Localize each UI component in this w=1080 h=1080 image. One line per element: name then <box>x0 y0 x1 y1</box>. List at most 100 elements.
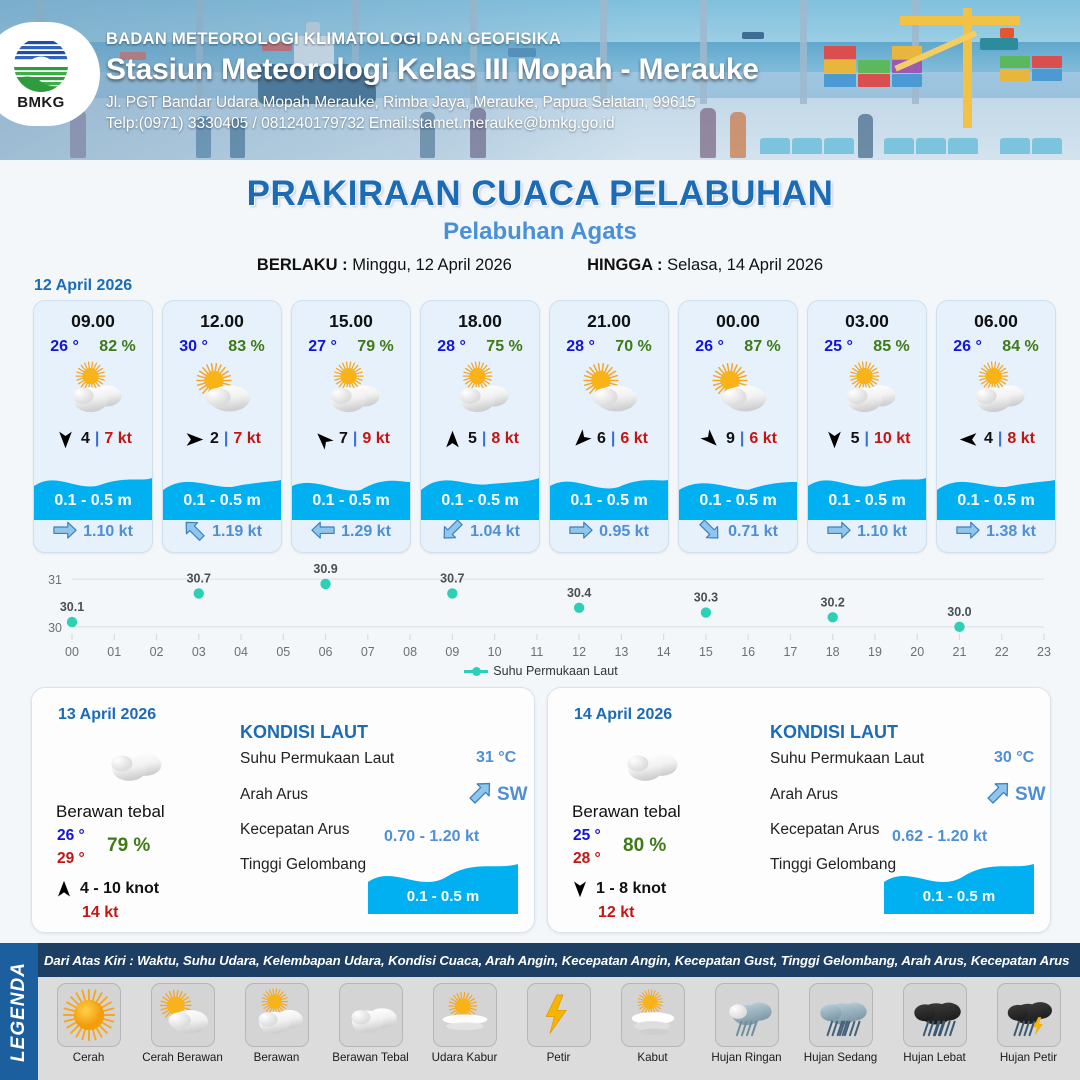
berawan-tebal-icon <box>610 730 688 797</box>
hujan-ringan-icon <box>714 983 779 1047</box>
card-wind-speed: 5 <box>850 430 860 447</box>
daily-date: 13 April 2026 <box>58 706 157 723</box>
card-gust: 7 kt <box>233 430 261 447</box>
svg-text:30.1: 30.1 <box>60 600 84 614</box>
card-time: 03.00 <box>845 311 889 331</box>
valid-from-value: Minggu, 12 April 2026 <box>352 256 512 274</box>
decor-crane-arm <box>900 16 1020 25</box>
card-wind-row: 5 | 10 kt <box>808 428 926 450</box>
svg-text:09: 09 <box>445 645 459 659</box>
card-wave-height: 0.1 - 0.5 m <box>312 492 390 509</box>
daily-temp-min: 25 ° <box>573 827 601 844</box>
current-speed-value: 0.70 - 1.20 kt <box>384 828 480 845</box>
card-current-speed: 0.95 kt <box>599 523 649 541</box>
svg-text:30.7: 30.7 <box>440 571 464 585</box>
card-humidity: 87 % <box>744 338 781 355</box>
card-wind-speed: 6 <box>597 430 606 447</box>
svg-text:08: 08 <box>403 645 417 659</box>
card-wind-speed: 5 <box>468 430 477 447</box>
arrow-southwest-icon <box>468 781 494 808</box>
arrow-southwest-icon <box>986 781 1012 808</box>
decor-container <box>858 74 890 87</box>
sst-chart: 30 31 00 01 02 03 04 05 06 07 08 09 10 11 12 13 14 15 16 17… <box>30 558 1052 686</box>
svg-text:03: 03 <box>192 645 206 659</box>
card-temperature: 30 ° <box>179 338 208 355</box>
legend-item: Hujan Sedang <box>794 983 887 1065</box>
card-wind-row: 9 | 6 kt <box>679 428 797 450</box>
svg-text:11: 11 <box>530 645 543 659</box>
daily-temp-min: 26 ° <box>57 827 85 844</box>
berawan-tebal-icon <box>94 730 172 797</box>
berawan-tebal-icon <box>338 983 403 1047</box>
legend-item-label: Berawan <box>253 1051 300 1064</box>
card-gust: 6 kt <box>620 430 648 447</box>
card-time: 15.00 <box>329 311 373 331</box>
card-current-speed: 1.10 kt <box>83 523 133 541</box>
daily-forecast-card: 13 April 2026 Berawan tebal 26 ° 29 ° 79… <box>31 687 535 933</box>
current-speed-value: 0.62 - 1.20 kt <box>892 828 988 845</box>
valid-until-label: HINGGA : <box>587 256 663 274</box>
svg-text:10: 10 <box>488 645 502 659</box>
decor-seat <box>792 138 822 154</box>
current-direction-label: Arah Arus <box>240 786 309 803</box>
arrow-west-icon <box>569 520 593 545</box>
decor-seat <box>760 138 790 154</box>
card-time: 06.00 <box>974 311 1018 331</box>
arrow-southwest-icon <box>570 428 592 450</box>
card-current-row: 0.71 kt <box>679 519 797 545</box>
decor-person <box>730 112 746 158</box>
card-temp-humidity-row: 28 ° 70 % <box>550 338 668 356</box>
decor-mullion <box>700 0 707 104</box>
sst-label: Suhu Permukaan Laut <box>770 750 925 767</box>
berawan-icon <box>34 360 152 422</box>
card-wave-zone: 0.1 - 0.5 m 1.10 kt <box>34 468 152 552</box>
cerah-berawan-icon <box>550 360 668 422</box>
daily-wind-range: 1 - 8 knot <box>596 880 667 897</box>
svg-text:06: 06 <box>319 645 333 659</box>
arrow-north-icon <box>54 878 74 900</box>
svg-text:02: 02 <box>150 645 164 659</box>
berawan-icon <box>808 360 926 422</box>
decor-seat <box>916 138 946 154</box>
card-temp-humidity-row: 27 ° 79 % <box>292 338 410 356</box>
valid-from-label: BERLAKU : <box>256 256 348 274</box>
legend-item: Hujan Ringan <box>700 983 793 1065</box>
card-wave-zone: 0.1 - 0.5 m 1.04 kt <box>421 468 539 552</box>
card-current-row: 1.04 kt <box>421 519 539 545</box>
card-wind-speed: 7 <box>339 430 348 447</box>
decor-container <box>824 46 856 59</box>
current-direction-label: Arah Arus <box>770 786 839 803</box>
card-gust: 6 kt <box>749 430 777 447</box>
svg-text:17: 17 <box>783 645 797 659</box>
svg-text:30.4: 30.4 <box>567 586 591 600</box>
hourly-card: 06.00 26 ° 84 % 4 | 8 kt <box>936 300 1056 553</box>
card-wind-row: 4 | 7 kt <box>34 428 152 450</box>
daily-wind-range: 4 - 10 knot <box>80 880 160 897</box>
legend-side-title-text: LEGENDA <box>8 961 29 1062</box>
legend-item: Cerah <box>42 983 135 1065</box>
card-time: 00.00 <box>716 311 760 331</box>
card-humidity: 85 % <box>873 338 910 355</box>
card-wave-zone: 0.1 - 0.5 m 0.71 kt <box>679 468 797 552</box>
legend-item: Hujan Petir <box>982 983 1075 1065</box>
card-gust: 7 kt <box>104 430 132 447</box>
card-wind-separator: | <box>481 430 487 447</box>
card-wave-height: 0.1 - 0.5 m <box>441 492 519 509</box>
hourly-date-label: 12 April 2026 <box>34 277 133 294</box>
svg-text:21: 21 <box>953 645 967 659</box>
card-wind-separator: | <box>997 430 1003 447</box>
legend-item: Udara Kabur <box>418 983 511 1065</box>
daily-wind-row: 1 - 8 knot <box>570 878 666 900</box>
card-temperature: 27 ° <box>308 338 337 355</box>
card-temperature: 28 ° <box>437 338 466 355</box>
card-temp-humidity-row: 28 ° 75 % <box>421 338 539 356</box>
card-humidity: 83 % <box>228 338 265 355</box>
arrow-northwest-icon <box>312 428 334 450</box>
svg-text:30.2: 30.2 <box>821 595 845 609</box>
card-wave-zone: 0.1 - 0.5 m 1.10 kt <box>808 468 926 552</box>
decor-container <box>892 74 922 87</box>
decor-container <box>858 60 890 73</box>
decor-container <box>824 74 856 87</box>
card-temp-humidity-row: 25 ° 85 % <box>808 338 926 356</box>
card-wave-height: 0.1 - 0.5 m <box>828 492 906 509</box>
